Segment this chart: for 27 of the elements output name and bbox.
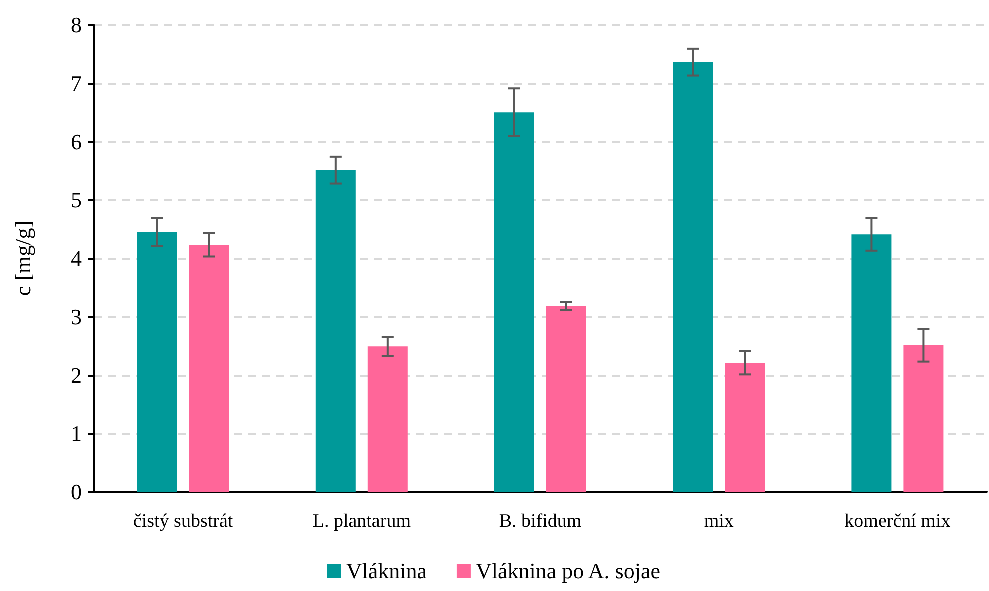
y-tick-label: 3	[71, 304, 82, 330]
y-tick-label: 4	[71, 246, 82, 271]
y-tick-label: 7	[71, 70, 82, 96]
legend-label: Vláknina	[346, 558, 428, 584]
bar	[137, 232, 178, 492]
y-axis-title: c [mg/g]	[10, 220, 36, 296]
bar	[546, 306, 586, 492]
x-tick-label: komerční mix	[844, 511, 952, 532]
y-tick-label: 1	[71, 421, 82, 446]
bar	[368, 346, 408, 492]
x-tick-label: B. bifidum	[499, 511, 582, 532]
bar	[904, 345, 944, 492]
x-tick-label: mix	[704, 511, 734, 532]
x-tick-label: čistý substrát	[133, 511, 234, 532]
bar	[852, 234, 892, 492]
bar	[673, 62, 714, 492]
legend-label: Vláknina po A. sojae	[476, 558, 660, 584]
bar	[189, 245, 230, 492]
bar	[316, 170, 356, 492]
bar	[725, 362, 766, 492]
y-tick-label: 6	[71, 129, 82, 154]
y-tick-label: 5	[71, 188, 82, 213]
x-tick-label: L. plantarum	[312, 511, 412, 532]
y-tick-label: 2	[71, 362, 82, 388]
bar	[494, 112, 534, 492]
y-tick-label: 0	[71, 480, 82, 504]
y-tick-label: 8	[71, 12, 82, 38]
